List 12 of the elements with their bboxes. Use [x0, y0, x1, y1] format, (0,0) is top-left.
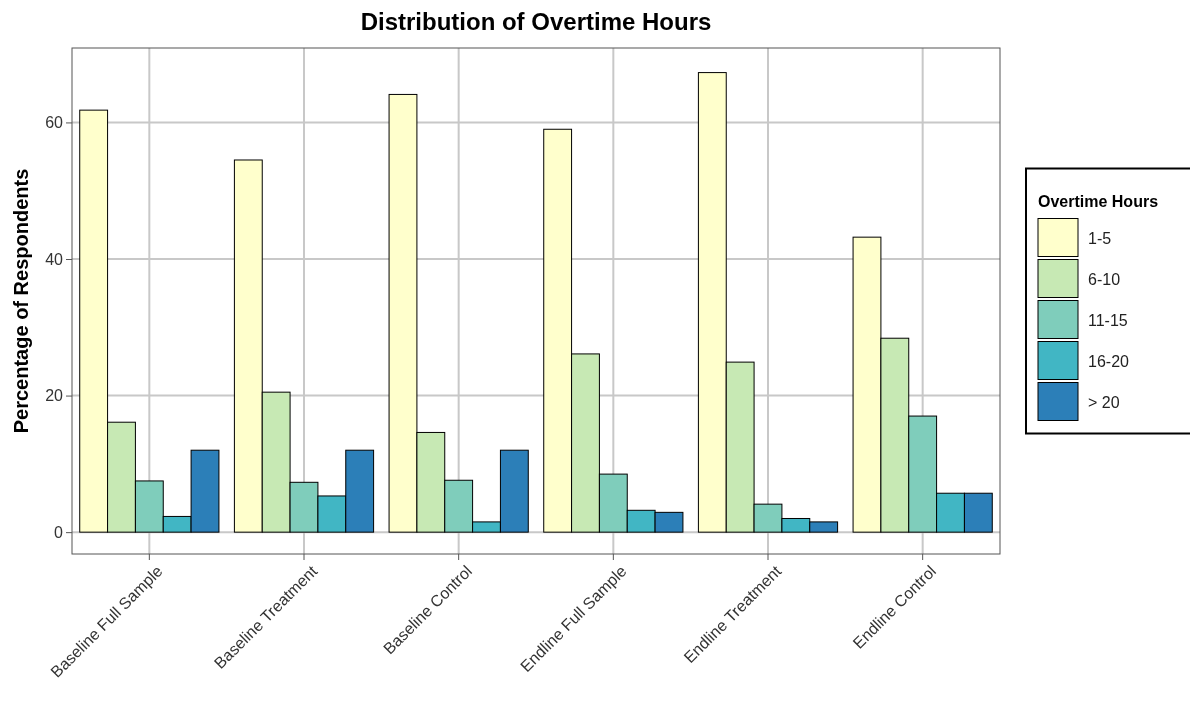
- y-tick-label: 40: [45, 250, 64, 268]
- y-axis-title: Percentage of Respondents: [10, 168, 32, 434]
- legend-label: 6-10: [1088, 270, 1121, 288]
- legend-label: 1-5: [1088, 229, 1112, 247]
- y-tick-label: 20: [45, 387, 64, 405]
- legend-label: > 20: [1088, 393, 1120, 411]
- legend-label: 11-15: [1088, 311, 1128, 329]
- legend-label: 16-20: [1088, 352, 1130, 370]
- y-tick-label: 0: [54, 523, 64, 541]
- y-tick-label: 60: [45, 114, 64, 132]
- legend-title: Overtime Hours: [1038, 192, 1159, 210]
- chart-title: Distribution of Overtime Hours: [360, 8, 712, 35]
